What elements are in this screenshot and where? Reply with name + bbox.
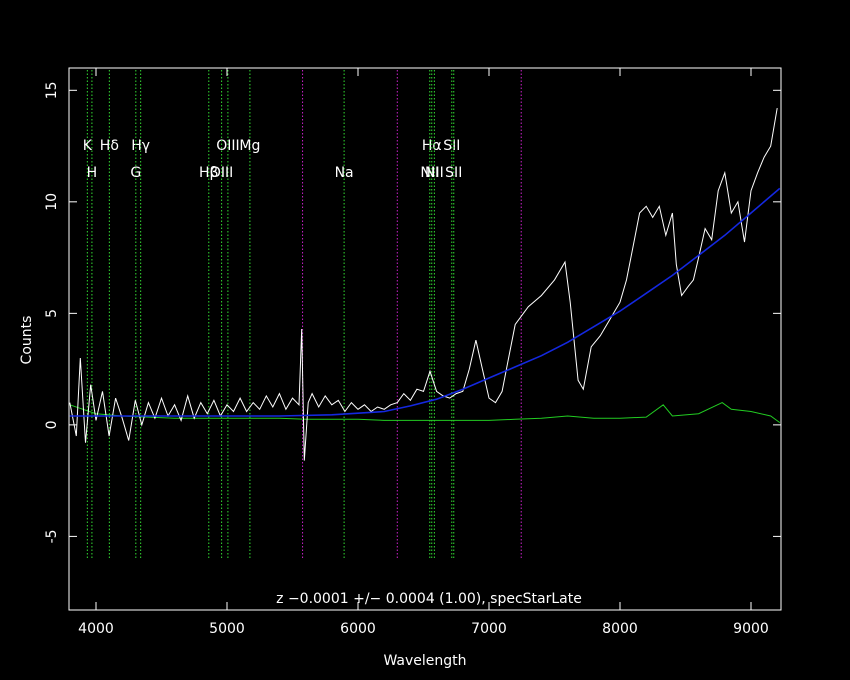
feature-label: Na — [335, 165, 354, 181]
y-tick-label: 5 — [44, 309, 60, 318]
feature-label: Hγ — [131, 138, 150, 154]
feature-label: Mg — [239, 138, 260, 154]
x-tick-label: 4000 — [78, 621, 114, 637]
x-tick-label: 7000 — [471, 621, 507, 637]
y-tick-label: -5 — [44, 529, 60, 543]
feature-label: G — [130, 165, 141, 181]
y-tick-label: 0 — [44, 420, 60, 429]
annotation: z −0.0001 +/− 0.0004 (1.00), specStarLat… — [276, 591, 582, 607]
feature-label: NII — [425, 165, 444, 181]
feature-label: Hβ — [199, 165, 218, 181]
y-axis-label: Counts — [19, 316, 35, 365]
feature-label: SII — [445, 165, 462, 181]
feature-label: Hδ — [100, 138, 119, 154]
x-tick-label: 9000 — [733, 621, 769, 637]
feature-label: Hα — [422, 138, 442, 154]
feature-label: H — [87, 165, 98, 181]
x-tick-label: 6000 — [340, 621, 376, 637]
spectrum-line — [69, 402, 781, 424]
x-axis-label: Wavelength — [383, 653, 466, 669]
plot-frame — [68, 67, 782, 611]
feature-label: OIII — [216, 138, 239, 154]
y-tick-label: 15 — [44, 81, 60, 99]
x-tick-label: 8000 — [602, 621, 638, 637]
feature-label: SII — [443, 138, 460, 154]
x-tick-label: 5000 — [209, 621, 245, 637]
spectrum-line — [69, 187, 781, 417]
feature-label: OIII — [210, 165, 233, 181]
y-tick-label: 10 — [44, 193, 60, 211]
feature-label: K — [83, 138, 93, 154]
spectrum-line — [69, 108, 778, 461]
